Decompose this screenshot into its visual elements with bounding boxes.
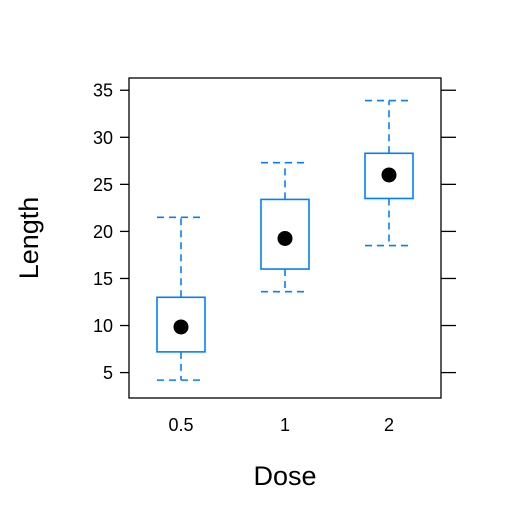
box-0.5 [156, 216, 206, 381]
box-series [156, 99, 414, 381]
y-tick-label: 20 [93, 222, 113, 242]
y-tick-label: 25 [93, 175, 113, 195]
y-tick-label: 5 [103, 363, 113, 383]
y-axis: 5 10 15 20 25 30 35 [93, 81, 456, 383]
y-axis-title: Length [14, 197, 44, 280]
y-tick-label: 30 [93, 128, 113, 148]
median-dot [277, 230, 293, 246]
box-2 [364, 99, 414, 247]
y-tick-label: 15 [93, 269, 113, 289]
x-tick-label: 2 [384, 415, 394, 435]
x-axis-title: Dose [253, 461, 316, 491]
box-1 [260, 161, 310, 293]
median-dot [173, 319, 189, 335]
y-tick-label: 35 [93, 81, 113, 101]
x-tick-label: 1 [280, 415, 290, 435]
x-tick-label: 0.5 [168, 415, 193, 435]
median-dot [381, 167, 397, 183]
y-tick-label: 10 [93, 316, 113, 336]
x-axis: 0.5 1 2 [168, 415, 394, 435]
plot-panel [128, 77, 442, 399]
